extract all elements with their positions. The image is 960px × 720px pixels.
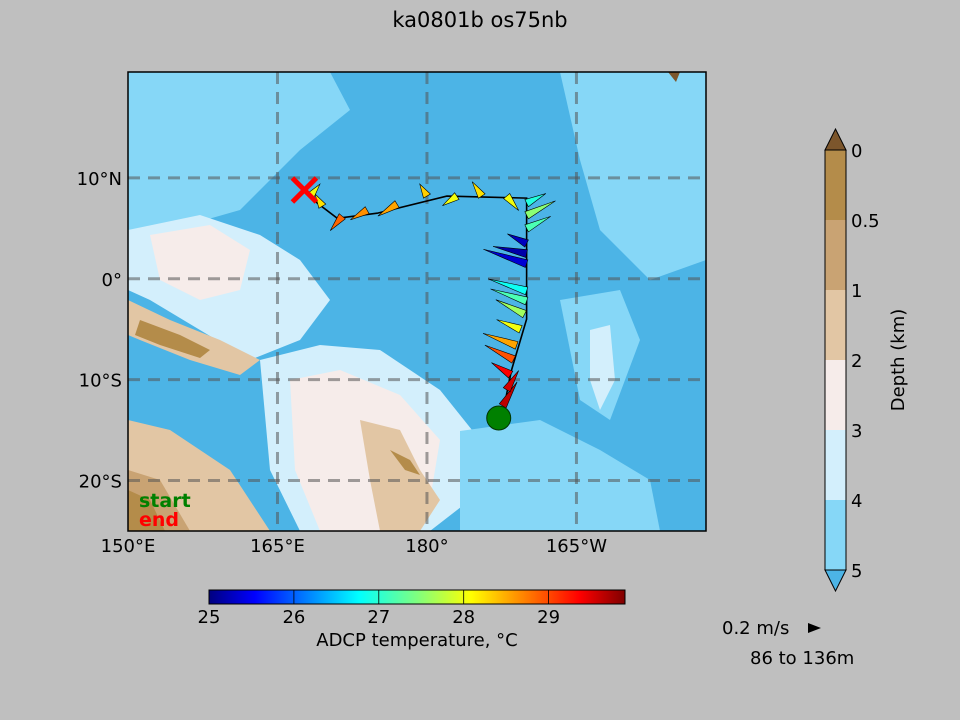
velocity-vector [482, 333, 519, 350]
land-mass [668, 72, 680, 82]
depth-colorbar-tick-label: 4 [851, 491, 862, 512]
mid-depth-region [590, 325, 615, 410]
velocity-vector [498, 381, 518, 409]
map-frame [127, 71, 707, 532]
velocity-vector [524, 200, 556, 220]
temperature-colorbar-tick-label: 26 [282, 607, 305, 628]
depth-colorbar-segment [825, 290, 846, 360]
velocity-vector [495, 299, 527, 319]
temperature-colorbar-bar [208, 589, 626, 605]
bathymetry-layer [128, 72, 706, 531]
depth-colorbar-segment [825, 430, 846, 500]
velocity-vector [496, 319, 523, 334]
depth-colorbar-label: Depth (km) [888, 309, 909, 412]
depth-colorbar-tick-label: 3 [851, 421, 862, 442]
velocity-vector [492, 246, 528, 258]
depth-colorbar: 0 0.5 1 2 3 4 5 Depth (km) [824, 127, 909, 593]
longitude-tick-labels: 150°E 165°E 180° 165°W [101, 536, 608, 557]
depth-colorbar-bottom-extension [824, 569, 847, 593]
shallow-water-region [560, 72, 706, 280]
velocity-vector [484, 344, 516, 364]
latitude-tick-label: 0° [102, 270, 122, 291]
depth-range-label: 86 to 136m [750, 648, 855, 669]
legend-start-label: start [139, 490, 191, 512]
depth-colorbar-top-extension [824, 127, 847, 151]
temperature-colorbar-tick-label: 25 [198, 607, 221, 628]
continental-shelf [360, 420, 440, 531]
land-mass [135, 320, 210, 358]
velocity-vector [377, 200, 400, 217]
mid-depth-region [150, 225, 250, 300]
temperature-colorbar-label: ADCP temperature, °C [316, 630, 517, 651]
velocity-vector [350, 206, 370, 221]
depth-colorbar-segment [825, 150, 846, 220]
scale-arrow [808, 623, 821, 633]
depth-colorbar-segment [825, 360, 846, 430]
velocity-vector [491, 362, 514, 379]
depth-colorbar-tick-label: 0 [851, 141, 862, 162]
figure-title: ka0801b os75nb [392, 8, 568, 32]
depth-colorbar-tick-label: 5 [851, 561, 862, 582]
depth-colorbar-frame [824, 149, 847, 571]
velocity-vectors [306, 181, 556, 409]
end-marker [290, 176, 319, 204]
latitude-tick-label: 10°N [77, 169, 122, 190]
temperature-colorbar-tick-label: 28 [452, 607, 475, 628]
legend-end-label: end [139, 509, 179, 531]
latitude-tick-labels: 10°N 0° 10°S 20°S [77, 169, 122, 493]
temperature-colorbar: 25 26 27 28 29 ADCP temperature, °C [198, 589, 626, 651]
depth-colorbar-segment [825, 500, 846, 570]
depth-colorbar-segment [825, 220, 846, 290]
land-mass [128, 490, 165, 531]
shallow-water-region [128, 72, 350, 240]
shallow-water-region [460, 420, 660, 531]
longitude-tick-label: 165°E [250, 536, 305, 557]
map-area: start end [128, 72, 706, 531]
ship-track [303, 189, 528, 419]
velocity-vector [329, 213, 346, 231]
depth-colorbar-tick-label: 0.5 [851, 211, 880, 232]
longitude-tick-label: 150°E [101, 536, 156, 557]
velocity-vector [490, 288, 529, 306]
velocity-vector [524, 193, 547, 208]
depth-colorbar-tick-label: 2 [851, 351, 862, 372]
velocity-vector [524, 216, 551, 233]
velocity-vector [419, 183, 431, 199]
velocity-vector [483, 248, 529, 268]
longitude-tick-label: 165°W [546, 536, 607, 557]
land-mass [390, 450, 420, 475]
continental-shelf [128, 300, 260, 375]
velocity-vector [503, 193, 519, 211]
grid-lines [128, 72, 706, 531]
latitude-tick-label: 20°S [79, 472, 122, 493]
temperature-colorbar-tick-label: 29 [537, 607, 560, 628]
velocity-vector [442, 192, 460, 206]
longitude-tick-label: 180° [405, 536, 448, 557]
velocity-vector [471, 181, 486, 199]
scale-label: 0.2 m/s [722, 618, 790, 639]
velocity-vector [488, 278, 529, 296]
velocity-vector [507, 233, 529, 248]
temperature-colorbar-tick-label: 27 [367, 607, 390, 628]
latitude-tick-label: 10°S [79, 371, 122, 392]
velocity-vector [502, 370, 519, 393]
depth-colorbar-tick-label: 1 [851, 281, 862, 302]
start-marker [486, 405, 512, 431]
